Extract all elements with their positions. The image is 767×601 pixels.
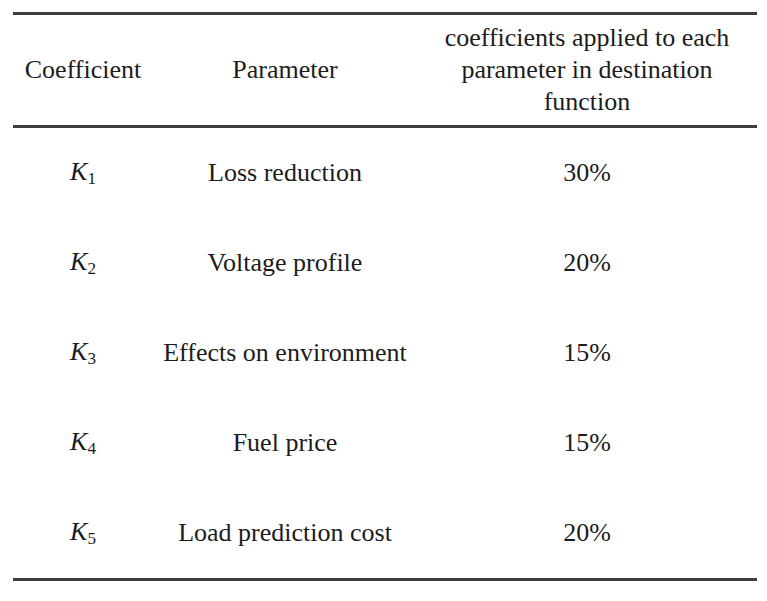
coefficient-subscript: 5	[87, 529, 96, 548]
header-weights-line2: parameter in destination function	[417, 54, 757, 117]
coefficient-symbol: K	[70, 517, 87, 546]
parameter-cell: Load prediction cost	[153, 517, 417, 549]
header-weights-line1: coefficients applied to each	[417, 22, 757, 54]
table-header-row: Coefficient Parameter coefficients appli…	[13, 15, 757, 125]
header-coefficient: Coefficient	[13, 54, 153, 86]
coefficient-symbol: K	[70, 247, 87, 276]
weight-cell: 15%	[417, 427, 757, 459]
coefficient-subscript: 2	[87, 259, 96, 278]
coefficient-cell: K2	[13, 246, 153, 280]
header-parameter: Parameter	[153, 54, 417, 86]
coefficient-cell: K4	[13, 426, 153, 460]
coefficient-subscript: 1	[87, 169, 96, 188]
table-row: K2 Voltage profile 20%	[13, 218, 757, 308]
parameter-cell: Fuel price	[153, 427, 417, 459]
parameter-cell: Voltage profile	[153, 247, 417, 279]
weight-cell: 15%	[417, 337, 757, 369]
coefficient-cell: K1	[13, 156, 153, 190]
parameter-cell: Loss reduction	[153, 157, 417, 189]
table-row: K3 Effects on environment 15%	[13, 308, 757, 398]
coefficient-subscript: 4	[87, 439, 96, 458]
header-weights: coefficients applied to each parameter i…	[417, 22, 757, 117]
parameter-cell: Effects on environment	[153, 337, 417, 369]
coefficient-symbol: K	[70, 337, 87, 366]
weight-cell: 30%	[417, 157, 757, 189]
coefficient-subscript: 3	[87, 349, 96, 368]
coefficient-cell: K5	[13, 516, 153, 550]
paper-table-page: Coefficient Parameter coefficients appli…	[0, 0, 767, 601]
table-bottom-rule	[13, 578, 757, 581]
table-row: K5 Load prediction cost 20%	[13, 488, 757, 578]
coefficient-symbol: K	[70, 157, 87, 186]
weight-cell: 20%	[417, 517, 757, 549]
coefficients-table: Coefficient Parameter coefficients appli…	[13, 12, 757, 581]
coefficient-cell: K3	[13, 336, 153, 370]
coefficient-symbol: K	[70, 427, 87, 456]
table-row: K4 Fuel price 15%	[13, 398, 757, 488]
weight-cell: 20%	[417, 247, 757, 279]
table-row: K1 Loss reduction 30%	[13, 128, 757, 218]
